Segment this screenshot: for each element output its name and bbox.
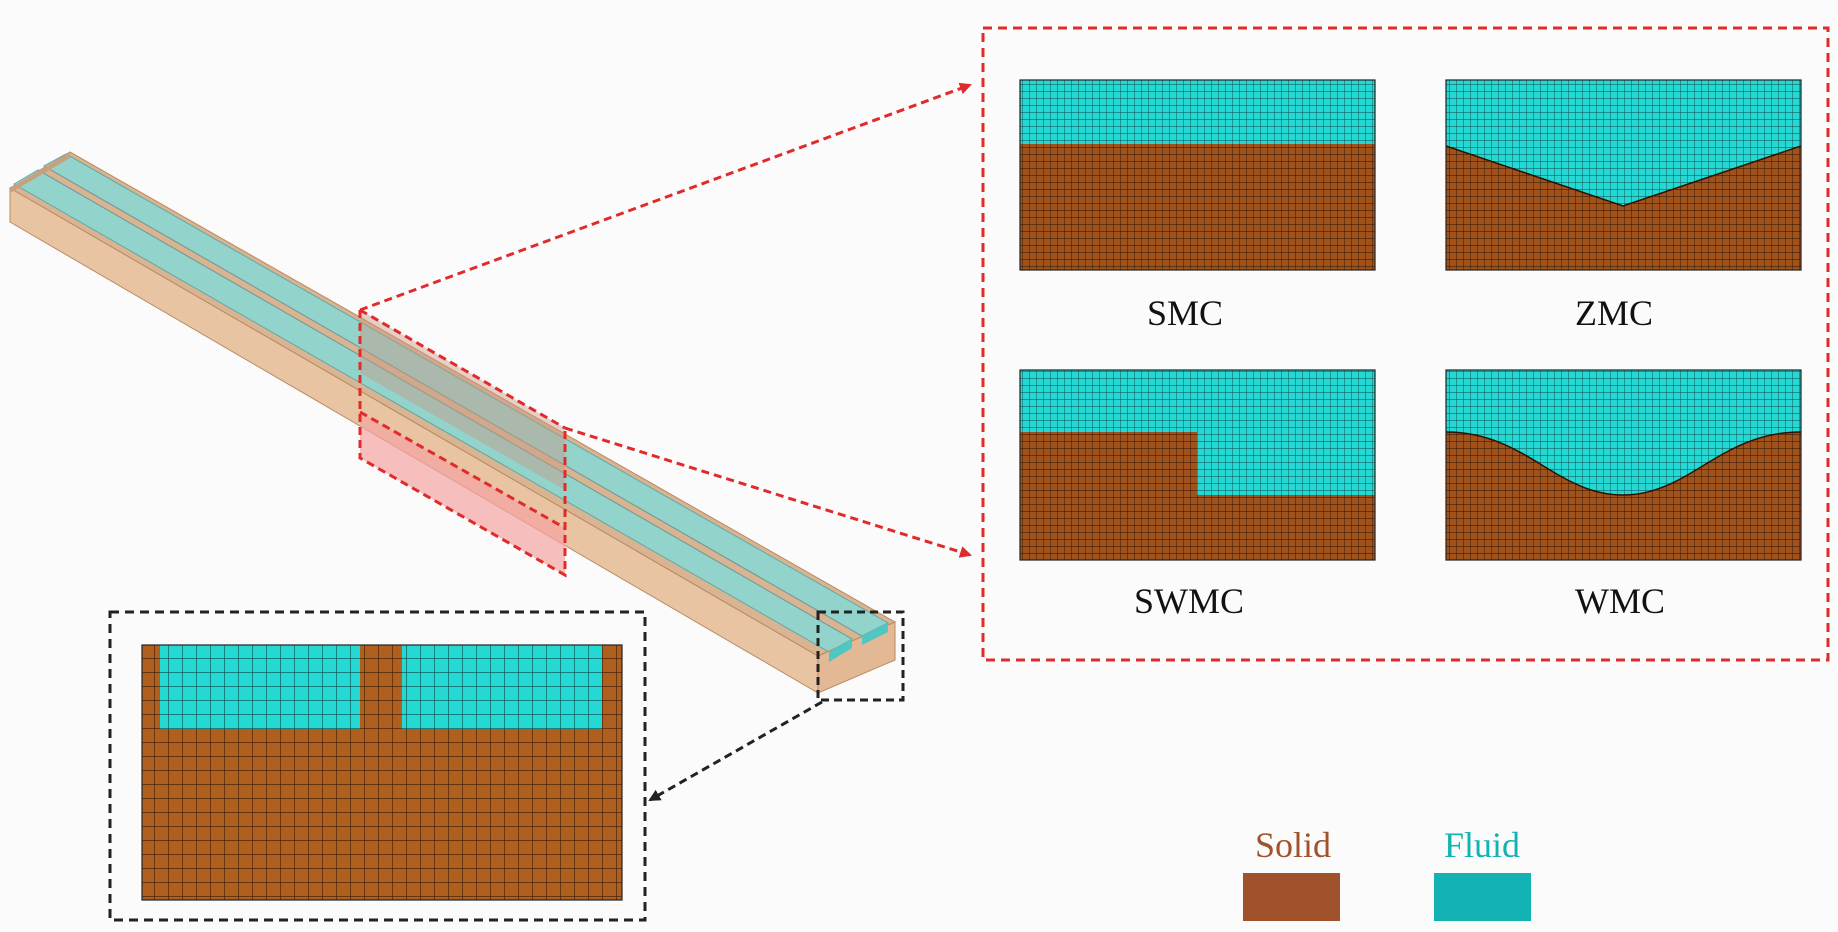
legend: Solid Fluid bbox=[1243, 825, 1531, 921]
arrow-to-mesh-panel-top bbox=[359, 82, 972, 312]
mesh-label-swmc: SWMC bbox=[1134, 581, 1244, 621]
legend-label-fluid: Fluid bbox=[1444, 825, 1520, 865]
legend-swatch-fluid bbox=[1434, 873, 1531, 921]
cross-section-zoom-box bbox=[108, 610, 647, 922]
cross-section-fluid-channel-1 bbox=[160, 645, 360, 729]
channel-3d-model bbox=[9, 151, 897, 694]
cross-section-mesh bbox=[142, 645, 622, 900]
legend-swatch-solid bbox=[1243, 873, 1340, 921]
cross-section-marker-box bbox=[816, 610, 905, 702]
mesh-label-wmc: WMC bbox=[1575, 581, 1665, 621]
mesh-smc bbox=[1020, 80, 1375, 270]
legend-label-solid: Solid bbox=[1255, 825, 1331, 865]
mesh-comparison-panel bbox=[981, 26, 1830, 662]
arrow-to-cross-section bbox=[648, 700, 823, 802]
cross-section-fluid-channel-2 bbox=[402, 645, 602, 729]
arrow-to-mesh-panel-bottom bbox=[564, 426, 972, 558]
mesh-wmc bbox=[1446, 370, 1801, 560]
mesh-label-smc: SMC bbox=[1147, 293, 1223, 333]
mesh-label-zmc: ZMC bbox=[1575, 293, 1653, 333]
mesh-swmc bbox=[1020, 370, 1375, 560]
highlighted-section bbox=[358, 308, 567, 578]
mesh-zmc bbox=[1446, 80, 1801, 270]
beam-side-face bbox=[9, 187, 819, 694]
